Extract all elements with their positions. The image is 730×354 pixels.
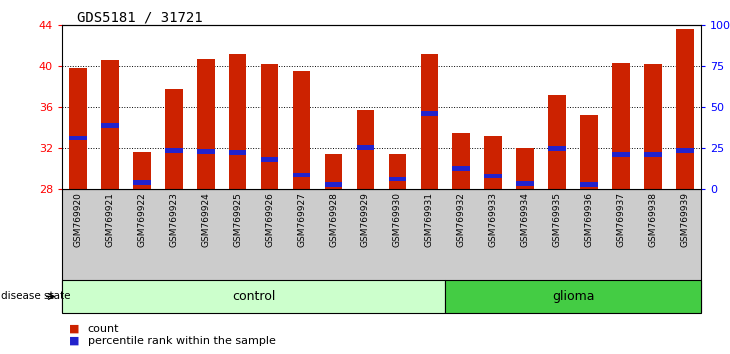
Bar	[420, 53, 438, 189]
Text: ■: ■	[69, 324, 80, 333]
Text: percentile rank within the sample: percentile rank within the sample	[88, 336, 275, 346]
Bar	[548, 95, 566, 189]
Bar	[580, 115, 598, 189]
Bar	[229, 53, 247, 189]
Bar	[485, 136, 502, 189]
Text: ■: ■	[69, 336, 80, 346]
Bar	[612, 152, 630, 157]
Bar	[101, 123, 119, 128]
Bar	[165, 148, 182, 153]
Bar	[388, 177, 406, 181]
Text: control: control	[232, 290, 275, 303]
Bar	[293, 173, 310, 177]
Bar	[197, 59, 215, 189]
Bar	[133, 180, 150, 184]
Bar	[229, 150, 247, 155]
Bar	[580, 182, 598, 187]
Bar	[69, 68, 87, 189]
Text: count: count	[88, 324, 119, 333]
Bar	[453, 133, 470, 189]
Bar	[69, 136, 87, 140]
Bar	[357, 145, 374, 149]
Bar	[676, 29, 694, 189]
Bar	[388, 154, 406, 189]
Bar	[548, 146, 566, 150]
Text: disease state: disease state	[1, 291, 70, 302]
Bar	[261, 64, 278, 189]
Bar	[325, 182, 342, 187]
Bar	[644, 152, 661, 157]
Bar	[453, 166, 470, 171]
Bar	[197, 149, 215, 154]
Bar	[261, 157, 278, 162]
Bar	[612, 63, 630, 189]
Bar	[644, 64, 661, 189]
Bar	[516, 148, 534, 189]
Bar	[420, 111, 438, 115]
Bar	[101, 60, 119, 189]
Bar	[133, 152, 150, 189]
Bar	[676, 148, 694, 153]
Bar	[357, 110, 374, 189]
Text: GDS5181 / 31721: GDS5181 / 31721	[77, 11, 202, 25]
Bar	[165, 88, 182, 189]
Bar	[516, 181, 534, 185]
Text: glioma: glioma	[552, 290, 594, 303]
Bar	[325, 154, 342, 189]
Bar	[485, 174, 502, 178]
Bar	[293, 71, 310, 189]
